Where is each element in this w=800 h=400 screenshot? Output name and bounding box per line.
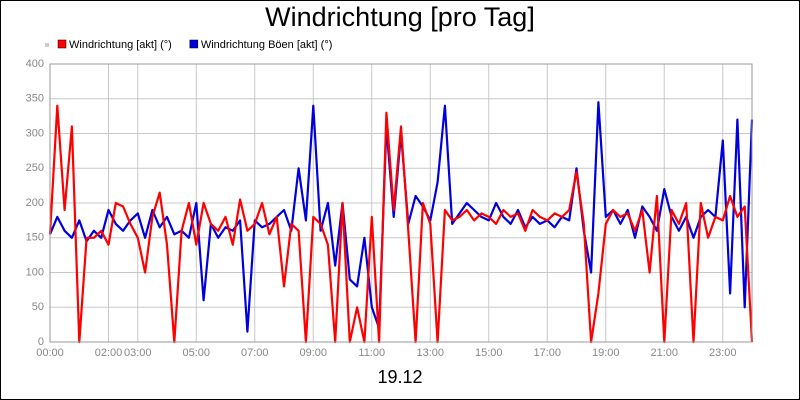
x-tick-label: 23:00 <box>709 347 737 359</box>
y-tick-label: 200 <box>26 197 44 209</box>
y-tick-label: 50 <box>32 301 44 313</box>
x-axis-label: 19.12 <box>377 367 422 387</box>
x-tick-label: 03:00 <box>124 347 152 359</box>
line-series <box>48 104 754 344</box>
chart-title: Windrichtung [pro Tag] <box>265 2 535 32</box>
legend-label: Windrichtung [akt] (°) <box>69 39 172 51</box>
x-tick-label: 00:00 <box>36 347 64 359</box>
x-tick-label: 13:00 <box>416 347 444 359</box>
y-tick-label: 0 <box>38 336 44 348</box>
legend-label: Windrichtung Böen [akt] (°) <box>201 39 333 51</box>
plot-border <box>49 63 753 343</box>
y-tick-label: 150 <box>26 232 44 244</box>
x-tick-label: 02:00 <box>95 347 123 359</box>
legend-swatch <box>189 39 199 49</box>
y-tick-label: 300 <box>26 127 44 139</box>
x-tick-label: 21:00 <box>650 347 678 359</box>
legend-swatch <box>57 39 67 49</box>
legend-dot <box>45 43 49 47</box>
x-tick-label: 09:00 <box>299 347 327 359</box>
y-tick-label: 400 <box>26 58 44 70</box>
x-tick-label: 15:00 <box>475 347 503 359</box>
x-tick-label: 19:00 <box>592 347 620 359</box>
x-tick-label: 17:00 <box>533 347 561 359</box>
y-tick-label: 350 <box>26 93 44 105</box>
y-tick-label: 100 <box>26 266 44 278</box>
x-tick-label: 07:00 <box>241 347 269 359</box>
x-tick-label: 11:00 <box>358 347 385 359</box>
y-tick-label: 250 <box>26 162 44 174</box>
x-tick-label: 05:00 <box>182 347 210 359</box>
